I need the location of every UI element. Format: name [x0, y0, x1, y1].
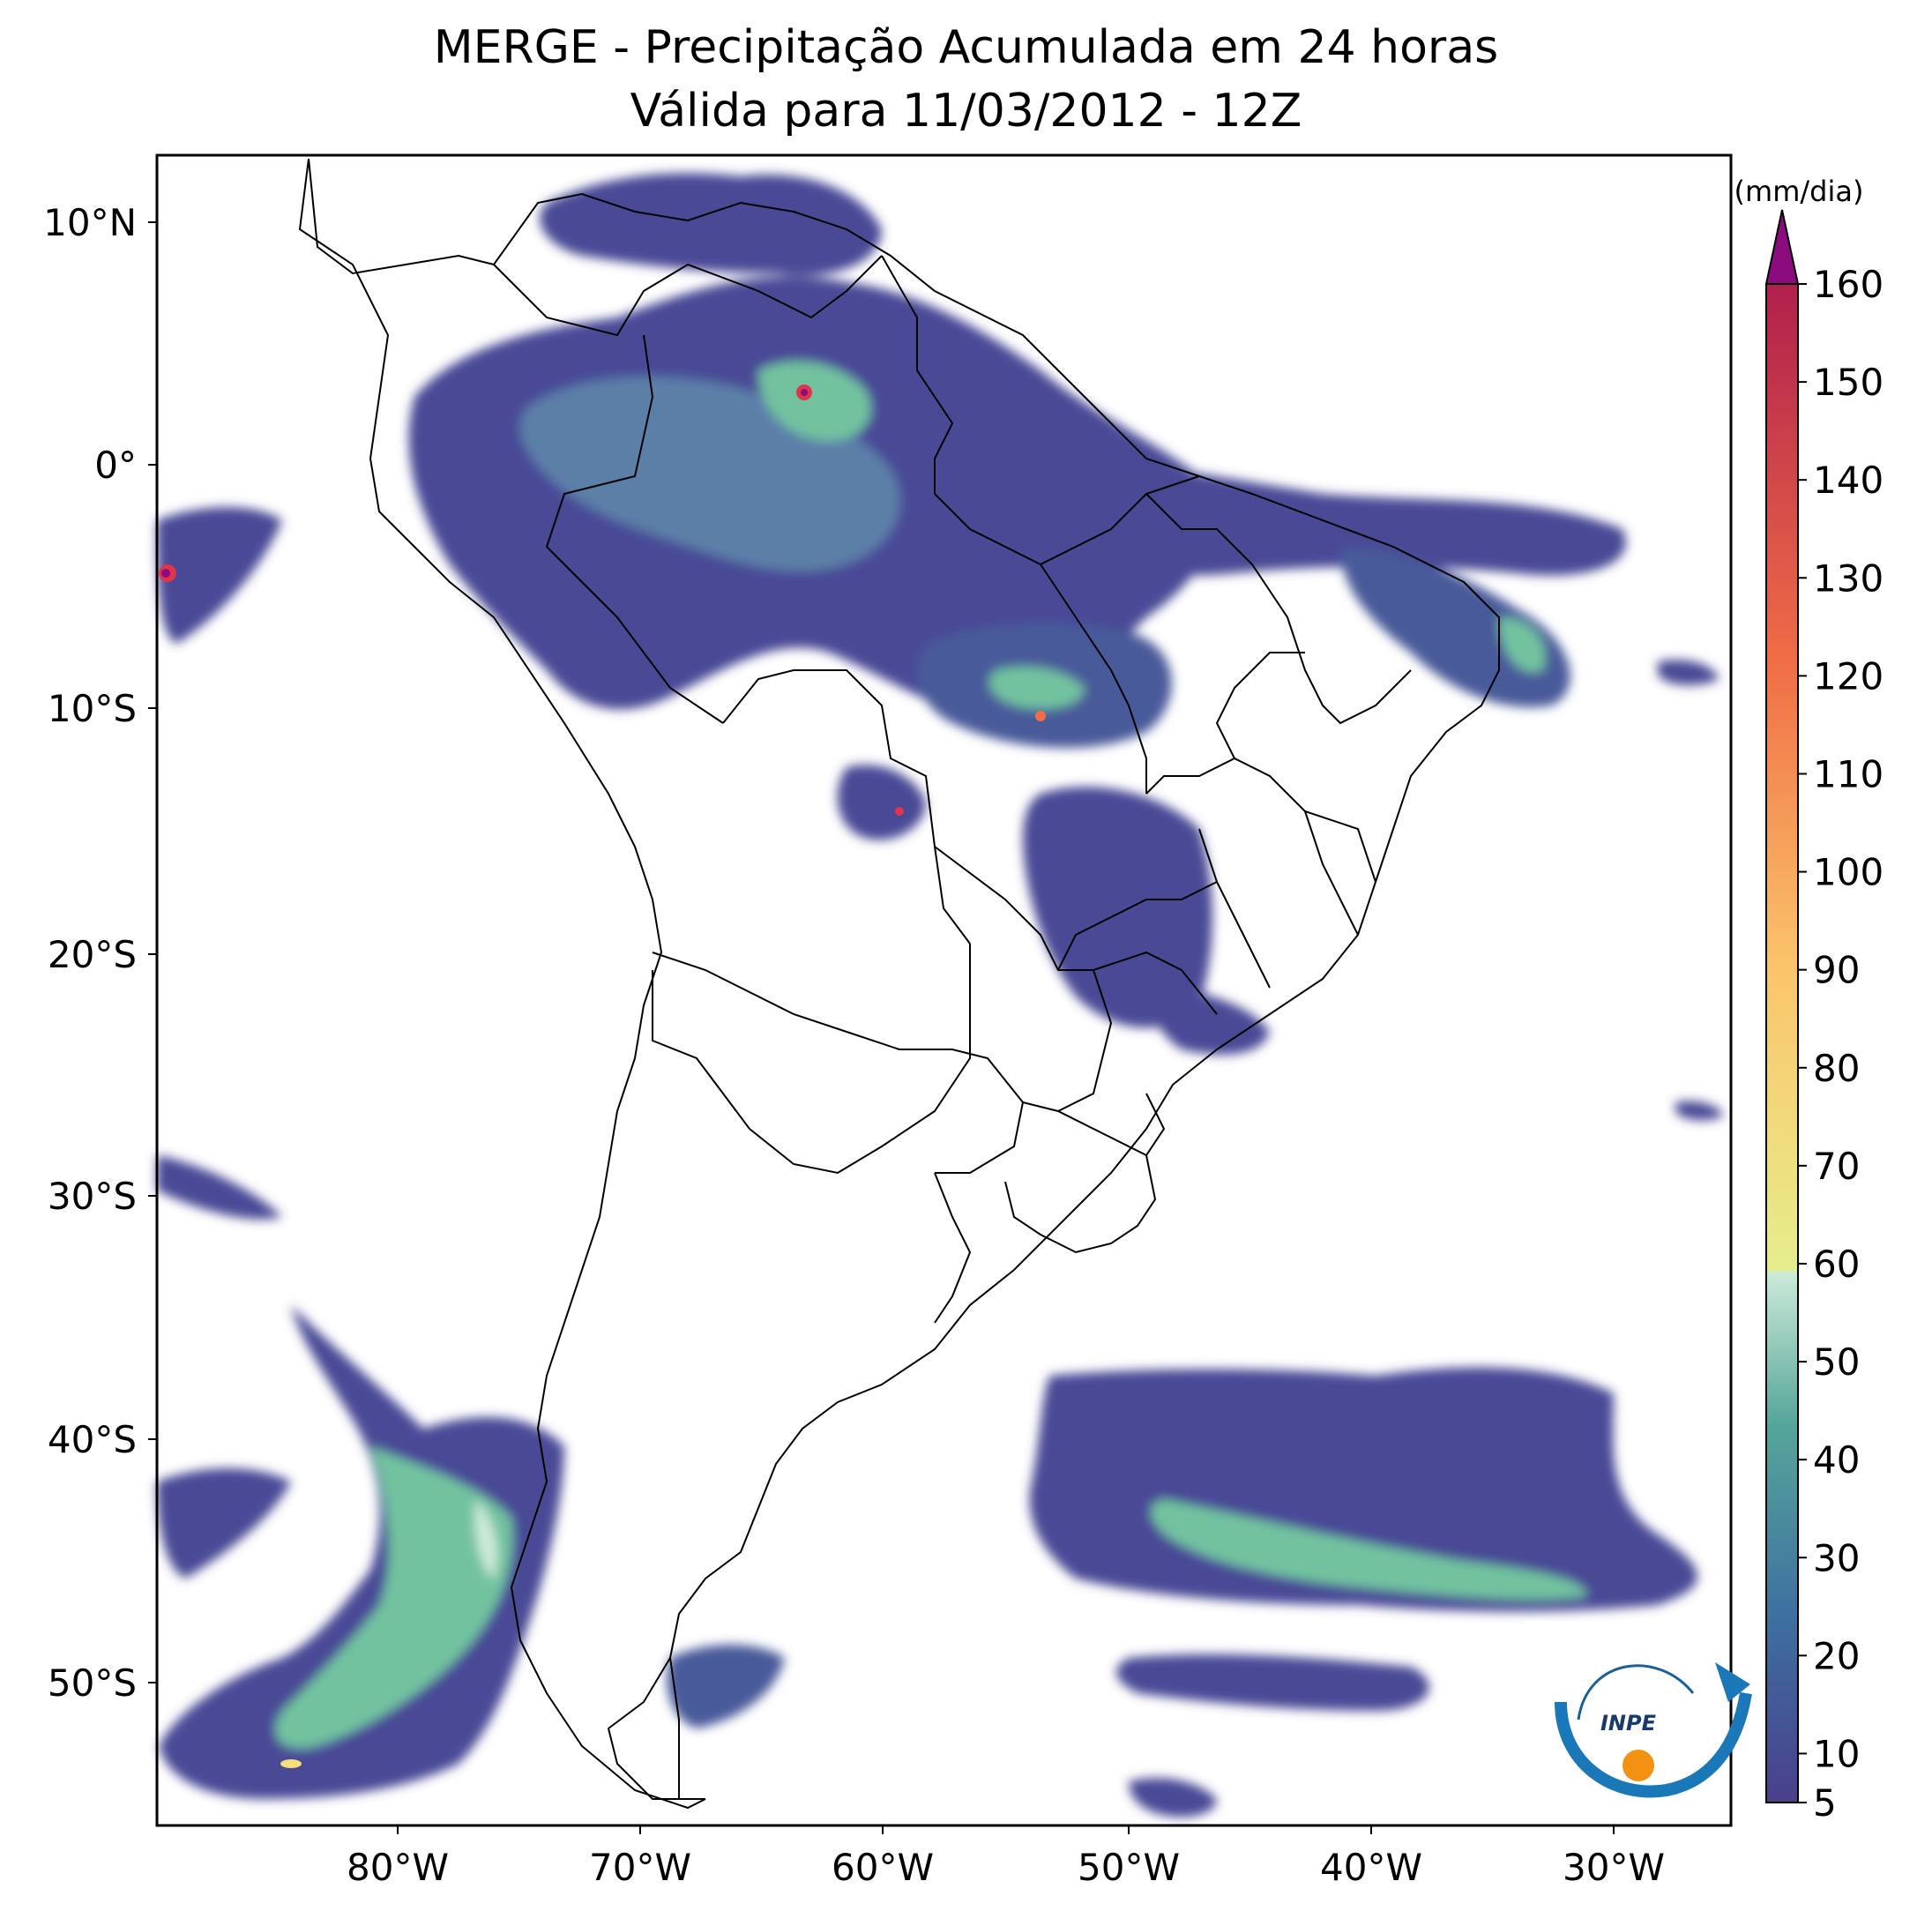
map-subtitle: Válida para 11/03/2012 - 12Z [630, 85, 1302, 138]
lon-label: 70°W [589, 1846, 691, 1889]
colorbar-tick-label: 100 [1813, 851, 1884, 894]
lon-label: 50°W [1078, 1846, 1180, 1889]
heavy-rain-hotspots [159, 384, 1046, 1768]
coastlines-and-borders [298, 158, 1500, 1810]
lat-label: 0° [94, 444, 137, 487]
colorbar-tick-label: 20 [1813, 1634, 1860, 1677]
colorbar-tick-label: 5 [1813, 1781, 1837, 1825]
map-plot-area [155, 153, 1733, 1827]
colorbar-tick-label: 120 [1813, 654, 1884, 698]
colorbar-tick-label: 140 [1813, 459, 1884, 502]
lat-label: 50°S [48, 1661, 137, 1705]
logo-sun-icon [1622, 1750, 1654, 1781]
colorbar-unit: (mm/dia) [1734, 175, 1864, 208]
colorbar: (mm/dia) 5 10 20 30 40 50 60 70 80 90 100 110 120 130… [1734, 175, 1884, 1825]
lat-label: 10°N [43, 201, 137, 244]
colorbar-tick-label: 150 [1813, 361, 1884, 404]
colorbar-tick-label: 70 [1813, 1145, 1860, 1188]
colorbar-tick-label: 130 [1813, 556, 1884, 600]
lat-label: 30°S [48, 1175, 137, 1218]
latitude-labels: 10°N 0° 10°S 20°S 30°S 40°S 50°S [43, 201, 137, 1705]
colorbar-tick-label: 40 [1813, 1438, 1860, 1482]
lon-label: 30°W [1563, 1846, 1665, 1889]
colorbar-tick-label: 50 [1813, 1340, 1860, 1384]
logo-text: INPE [1600, 1711, 1657, 1736]
colorbar-tick-label: 110 [1813, 752, 1884, 795]
colorbar-tick-label: 80 [1813, 1047, 1860, 1090]
longitude-labels: 80°W 70°W 60°W 50°W 40°W 30°W [347, 1846, 1665, 1889]
longitude-ticks [397, 1825, 1615, 1834]
colorbar-gradient [1766, 284, 1798, 1803]
map-title: MERGE - Precipitação Acumulada em 24 hor… [433, 21, 1499, 74]
lon-label: 60°W [832, 1846, 934, 1889]
lon-label: 80°W [347, 1846, 449, 1889]
precipitation-field [157, 173, 1724, 1818]
lat-label: 20°S [48, 933, 137, 976]
colorbar-tick-label: 60 [1813, 1243, 1860, 1286]
colorbar-tick-label: 10 [1813, 1732, 1860, 1775]
colorbar-tick-label: 90 [1813, 949, 1860, 992]
colorbar-extend-arrow [1764, 209, 1800, 285]
lon-label: 40°W [1320, 1846, 1422, 1889]
colorbar-tick-label: 160 [1813, 263, 1884, 306]
map-frame [155, 153, 1733, 1827]
latitude-ticks [148, 221, 157, 1683]
lat-label: 40°S [48, 1418, 137, 1461]
inpe-logo: INPE [1525, 1621, 1752, 1824]
colorbar-tick-label: 30 [1813, 1536, 1860, 1579]
lat-label: 10°S [48, 687, 137, 730]
